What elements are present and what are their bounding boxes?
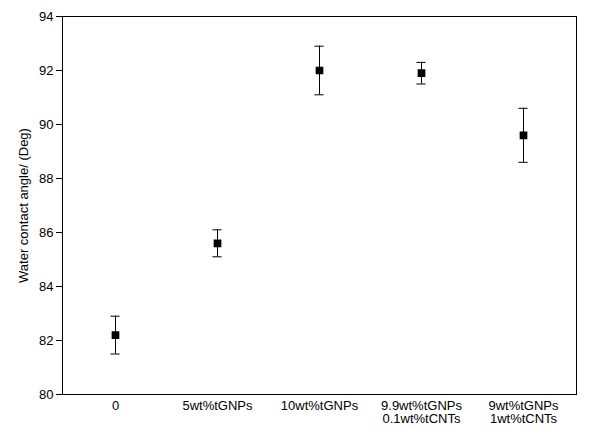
svg-text:94: 94 <box>39 9 53 24</box>
svg-text:82: 82 <box>39 333 53 348</box>
svg-text:92: 92 <box>39 63 53 78</box>
svg-text:5wt%tGNPs: 5wt%tGNPs <box>182 398 253 413</box>
svg-text:Water contact angle/ (Deg): Water contact angle/ (Deg) <box>16 128 31 283</box>
svg-text:0: 0 <box>112 398 119 413</box>
svg-text:80: 80 <box>39 387 53 402</box>
svg-text:86: 86 <box>39 225 53 240</box>
svg-text:9wt%tGNPs1wt%tCNTs: 9wt%tGNPs1wt%tCNTs <box>488 398 559 426</box>
svg-text:10wt%tGNPs: 10wt%tGNPs <box>281 398 359 413</box>
svg-text:88: 88 <box>39 171 53 186</box>
svg-text:90: 90 <box>39 117 53 132</box>
svg-text:9.9wt%tGNPs0.1wt%tCNTs: 9.9wt%tGNPs0.1wt%tCNTs <box>381 398 462 426</box>
svg-text:84: 84 <box>39 279 53 294</box>
